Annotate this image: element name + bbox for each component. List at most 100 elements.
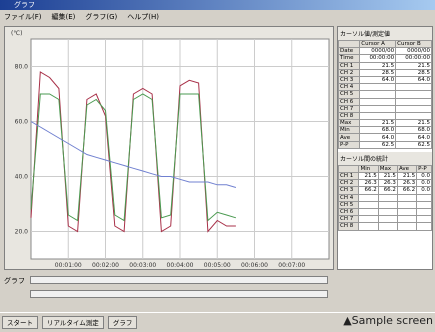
menu-item[interactable]: ヘルプ(H) [127,13,160,21]
table-cell: CH 2 [337,179,360,188]
x-tick-label: 00:06:00 [241,262,268,269]
table-cell [377,215,398,224]
table-cell: CH 6 [337,97,361,106]
table-cell: 62.5 [359,140,397,149]
table-cell [358,200,379,209]
x-tick-label: 00:07:00 [278,262,305,269]
panel-title: カーソル間の統計 [338,151,432,165]
x-tick-label: 00:03:00 [129,262,156,269]
table-cell: CH 3 [337,186,360,195]
table-cell [396,200,418,209]
table-cell: 0.0 [416,171,432,181]
taskbar-button[interactable]: スタート [2,316,38,329]
y-tick-label: 20.0 [15,229,29,236]
table-row: Time 00:00:00 00:00:00 [337,54,432,63]
y-tick-label: 40.0 [15,174,29,181]
table-cell: 21.5 [395,61,432,70]
table-cell [396,222,418,231]
table-cell: CH 5 [337,90,361,99]
header-cell: Min [358,164,379,174]
scrollbar[interactable] [30,276,328,284]
x-tick-label: 00:04:00 [167,262,194,269]
table-row: CH 4 [337,193,432,202]
table-cell [359,90,397,99]
chart: (℃) 20.0 40.0 60.0 80.0 00:01:00 00:02:00 00:0… [11,30,330,269]
table-cell [395,83,432,92]
table-cell [377,200,398,209]
table-cell [359,111,397,121]
table-cell: 21.5 [377,171,398,181]
x-tick-label: 00:02:00 [92,262,119,269]
table-cell: 21.5 [359,61,397,70]
table-cell [377,207,398,217]
table-cell: 68.0 [359,126,397,135]
table-cell [377,193,398,202]
scrollbar[interactable] [30,290,328,298]
table-cell [416,215,432,224]
table-cell [358,222,379,231]
table-cell: 26.3 [396,179,418,188]
table-cell [396,193,418,202]
table-cell: CH 7 [337,104,361,113]
menu-item[interactable]: グラフ(G) [85,13,118,21]
table-cell: Min [337,126,361,135]
table-cell: 66.2 [358,186,379,195]
menu-bar: ファイル(F) 編集(E) グラフ(G) ヘルプ(H) [4,11,159,23]
table-cell: 0000/00 [359,47,397,56]
table-cell: CH 2 [337,68,361,77]
table-cell [395,90,432,99]
table-row: Min 68.0 68.0 [337,126,432,135]
menu-item[interactable]: 編集(E) [51,13,76,21]
table-cell: Date [337,47,361,56]
table-cell: 21.5 [358,171,379,181]
table-cell: 21.5 [359,119,397,128]
table-cell: 28.5 [359,68,397,77]
table-row: Ave 64.0 64.0 [337,133,432,142]
table-cell: CH 1 [337,61,361,70]
panel-title: カーソル値/測定値 [338,27,432,40]
table-cell: 68.0 [395,126,432,135]
header-cell [337,164,360,174]
chart-panel: (℃) 20.0 40.0 60.0 80.0 00:01:00 00:02:00 00:0… [4,26,334,270]
table-cell: Max [337,119,361,128]
table-cell: 21.5 [395,119,432,128]
table-cell: 0000/00 [395,47,432,56]
table-row: Date 0000/00 0000/00 [337,47,432,56]
taskbar-button[interactable]: リアルタイム測定 [42,316,104,329]
header-row: Min Max Ave P-P [337,164,432,174]
table-cell: Time [337,54,361,63]
table-cell: CH 6 [337,207,360,217]
header-cell [337,39,361,49]
table-cell: CH 7 [337,215,360,224]
cursor-table: Cursor A Cursor B Date 0000/00 0000/00 Time 00… [337,39,432,149]
table-cell [416,222,432,231]
header-cell: Ave [396,164,418,174]
x-tick-label: 00:05:00 [204,262,231,269]
series-line [30,121,237,188]
table-cell [358,207,379,217]
taskbar-button[interactable]: グラフ [107,316,138,329]
table-row: CH 6 [337,97,432,106]
table-row: CH 8 [337,111,432,121]
table-cell: CH 5 [337,200,360,209]
table-cell: 64.0 [359,75,397,85]
table-cell: 00:00:00 [359,54,397,63]
header-cell: Max [377,164,398,174]
menu-item[interactable]: ファイル(F) [4,13,42,21]
table-cell [377,222,398,231]
table-row: CH 5 [337,200,432,209]
caption: ▲Sample screen [343,314,433,327]
table-cell [395,97,432,106]
table-cell: 00:00:00 [395,54,432,63]
table-cell: 66.2 [377,186,398,195]
header-cell: Cursor A [359,39,397,49]
table-row: CH 5 [337,90,432,99]
x-tick-label: 00:01:00 [55,262,82,269]
y-tick-label: 80.0 [15,64,29,71]
table-row: Max 21.5 21.5 [337,119,432,128]
table-row: CH 1 21.5 21.5 21.5 0.0 [337,171,432,181]
table-row: CH 2 28.5 28.5 [337,68,432,77]
table-row: CH 6 [337,207,432,217]
table-cell: 0.0 [416,186,432,195]
